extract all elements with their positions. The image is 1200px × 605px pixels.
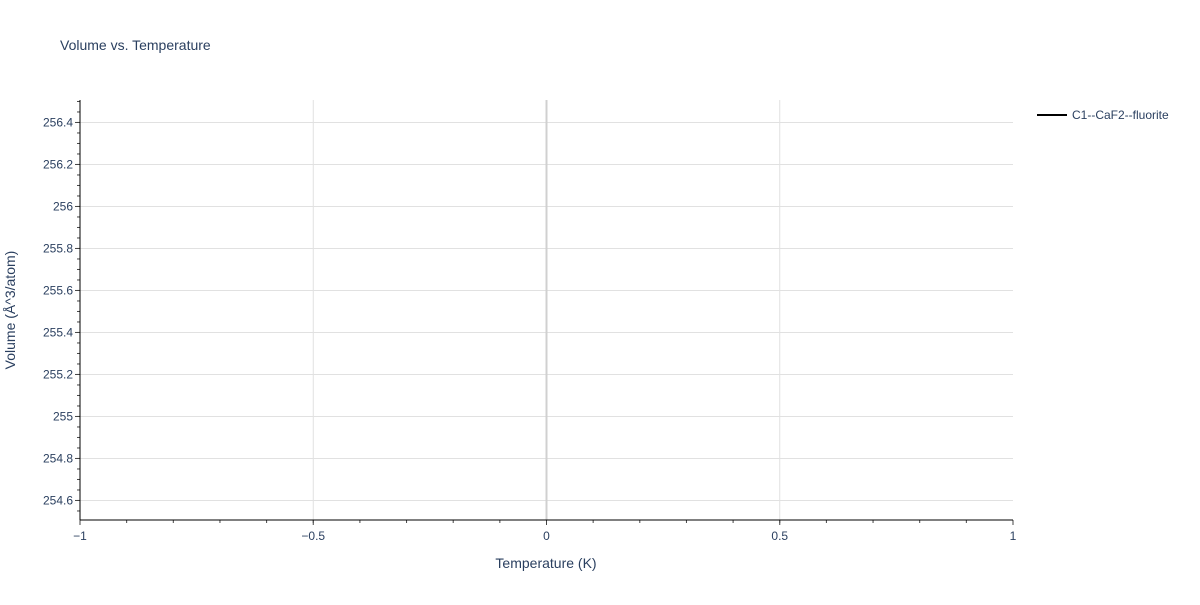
y-tick-label: 255 (53, 409, 73, 423)
y-tick-label: 255.2 (43, 367, 73, 381)
y-tick-label: 256.4 (43, 115, 73, 129)
legend[interactable]: C1--CaF2--fluorite (1037, 108, 1169, 122)
y-axis-label: Volume (Å^3/atom) (2, 251, 18, 370)
y-tick-label: 256 (53, 199, 73, 213)
x-tick-label: −0.5 (301, 529, 325, 543)
x-tick-label: 1 (1010, 529, 1017, 543)
y-tick-label: 255.4 (43, 325, 73, 339)
legend-label: C1--CaF2--fluorite (1072, 108, 1169, 122)
y-tick-label: 254.8 (43, 451, 73, 465)
y-tick-label: 256.2 (43, 157, 73, 171)
grid (80, 100, 1013, 520)
axes: 254.6 254.8 255 255.2 255.4 255.6 255.8 256 256.… (43, 100, 1017, 543)
x-tick-label: −1 (73, 529, 87, 543)
y-tick-label: 254.6 (43, 493, 73, 507)
y-tick-label: 255.6 (43, 283, 73, 297)
x-axis-label: Temperature (K) (495, 555, 596, 571)
chart-title: Volume vs. Temperature (60, 37, 211, 53)
x-tick-label: 0 (543, 529, 550, 543)
x-tick-label: 0.5 (771, 529, 788, 543)
y-tick-label: 255.8 (43, 241, 73, 255)
